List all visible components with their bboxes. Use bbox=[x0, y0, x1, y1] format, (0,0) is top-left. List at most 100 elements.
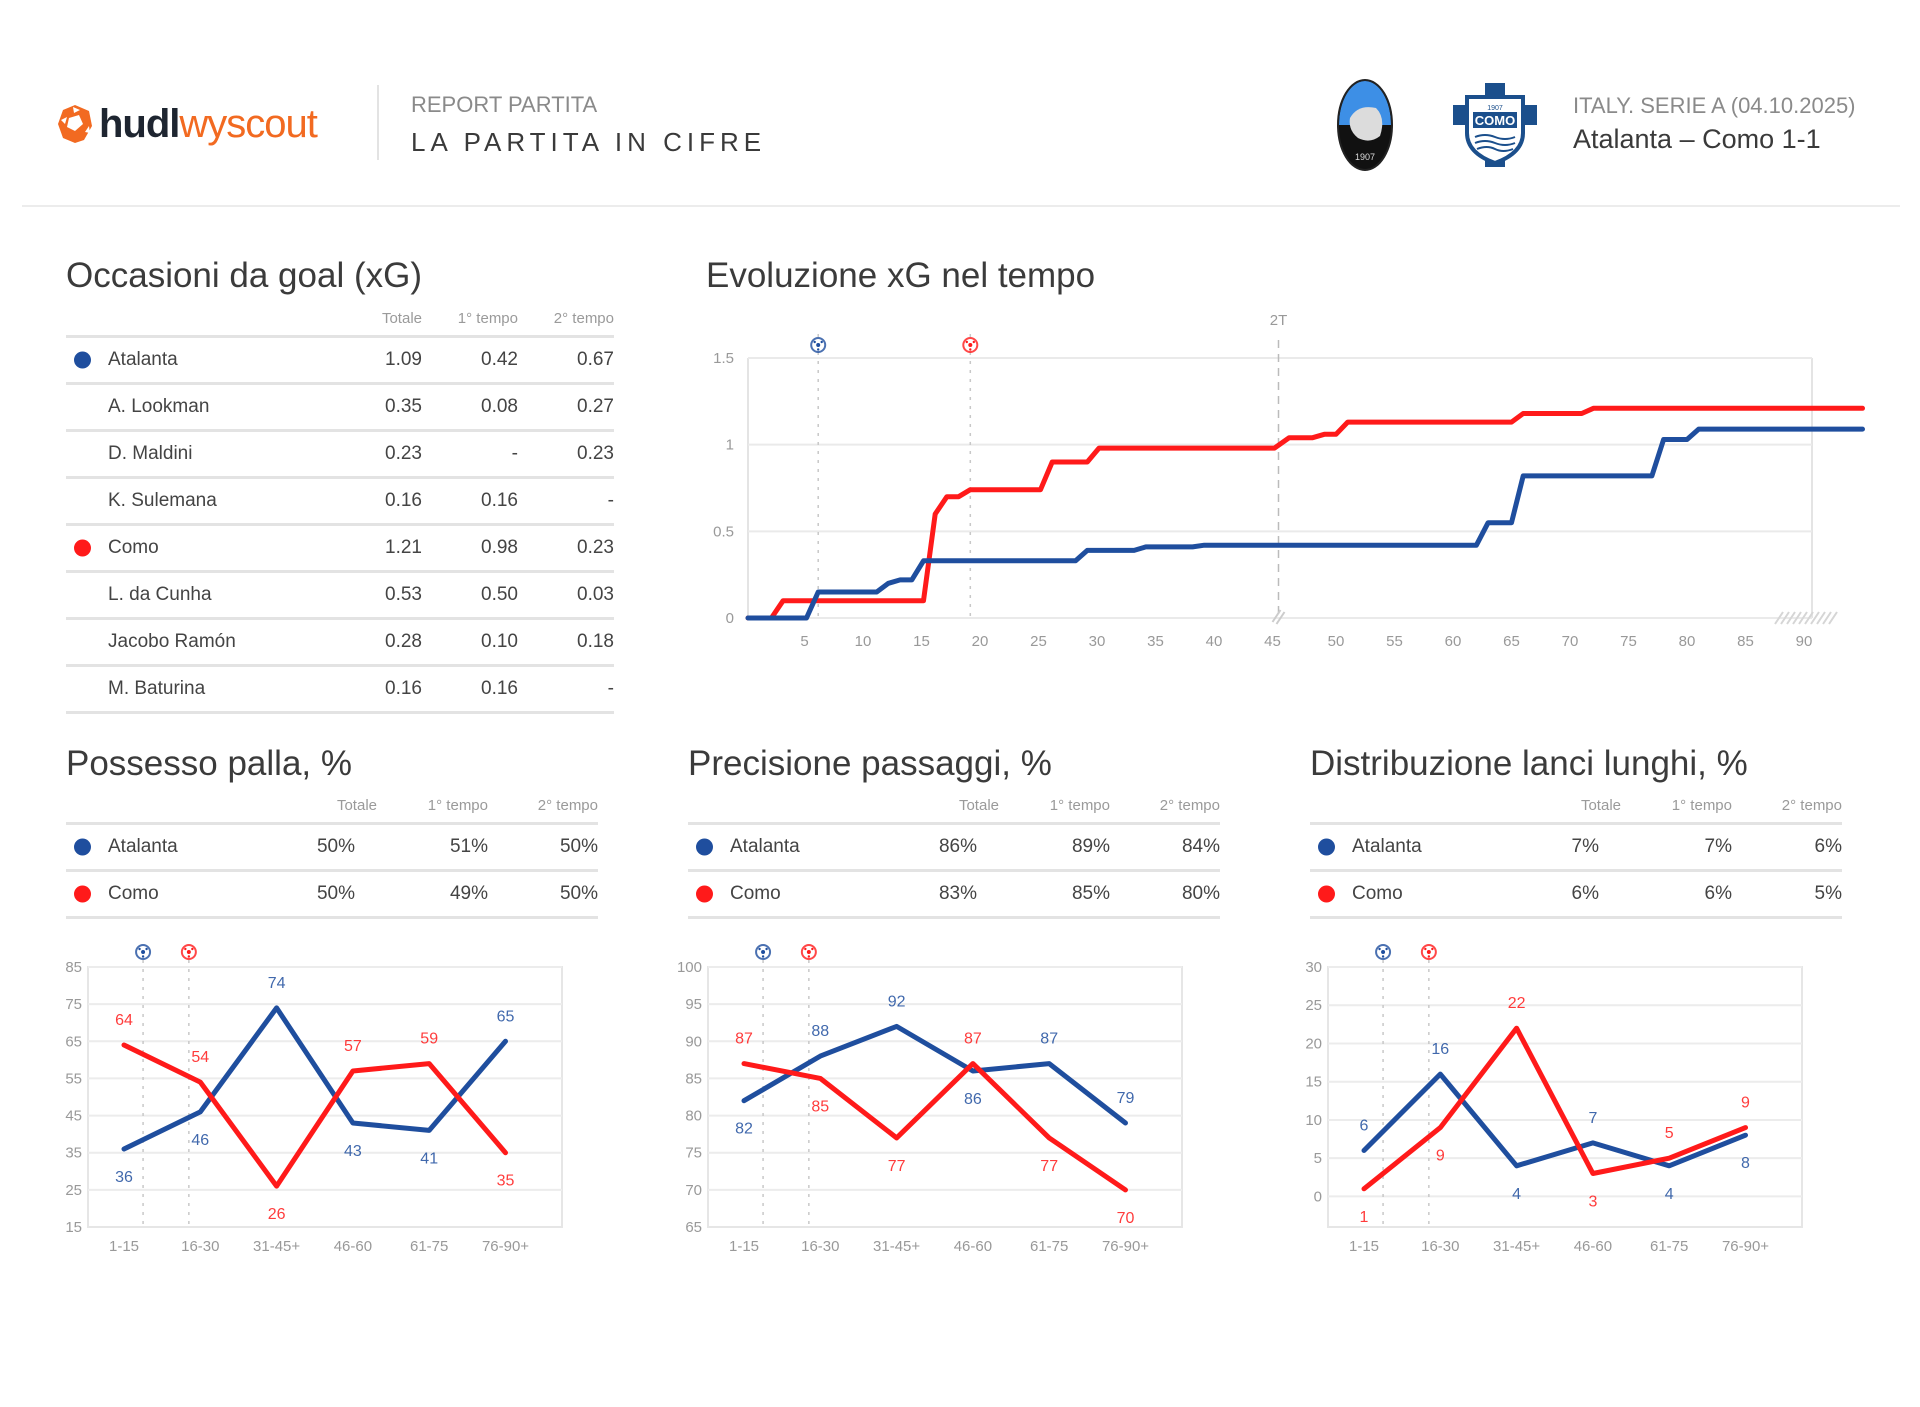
atalanta-data-label: 4 bbox=[1665, 1186, 1674, 1203]
value-h1: 6% bbox=[1621, 870, 1732, 919]
col-first-half: 1° tempo bbox=[422, 310, 518, 338]
value-total: 50% bbox=[266, 823, 377, 872]
x-tick-label: 70 bbox=[1562, 633, 1579, 650]
x-tick-label: 60 bbox=[1445, 633, 1462, 650]
hudl-logo-icon bbox=[58, 105, 92, 143]
y-tick-label: 15 bbox=[65, 1219, 82, 1236]
y-tick-label: 1.5 bbox=[713, 350, 734, 367]
value-h1: 0.50 bbox=[422, 571, 518, 620]
team-row: Como 50% 49% 50% bbox=[66, 870, 598, 919]
como-data-label: 54 bbox=[191, 1049, 209, 1066]
row-label: M. Baturina bbox=[108, 678, 206, 699]
player-row: Jacobo Ramón 0.28 0.10 0.18 bbox=[66, 618, 614, 667]
row-name: K. Sulemana bbox=[66, 477, 326, 526]
atalanta-color-dot bbox=[74, 838, 91, 856]
y-tick-label: 95 bbox=[685, 996, 702, 1013]
atalanta-data-label: 86 bbox=[964, 1091, 982, 1108]
report-subtitle: REPORT PARTITA bbox=[411, 92, 598, 117]
y-tick-label: 10 bbox=[1305, 1112, 1322, 1129]
x-tick-label: 16-30 bbox=[801, 1238, 839, 1255]
row-name: M. Baturina bbox=[66, 665, 326, 714]
value-total: 1.09 bbox=[326, 336, 422, 385]
atalanta-data-label: 82 bbox=[735, 1121, 753, 1138]
atalanta-goal-icon bbox=[1375, 944, 1392, 960]
como-data-label: 26 bbox=[268, 1206, 286, 1223]
como-data-label: 87 bbox=[735, 1031, 753, 1048]
player-row: K. Sulemana 0.16 0.16- bbox=[66, 477, 614, 526]
value-total: 7% bbox=[1510, 823, 1621, 872]
como-crest-text: COMO bbox=[1475, 113, 1515, 128]
row-name: Jacobo Ramón bbox=[66, 618, 326, 667]
y-tick-label: 55 bbox=[65, 1070, 82, 1087]
como-line bbox=[121, 1042, 508, 1189]
x-tick-label: 85 bbox=[1737, 633, 1754, 650]
atalanta-data-label: 87 bbox=[1040, 1031, 1058, 1048]
como-color-dot bbox=[696, 885, 713, 903]
x-tick-label: 76-90+ bbox=[482, 1238, 529, 1255]
como-goal-icon bbox=[800, 944, 817, 960]
atalanta-line bbox=[1361, 1071, 1748, 1169]
row-name: Como bbox=[66, 870, 266, 919]
x-tick-label: 90 bbox=[1796, 633, 1813, 650]
x-tick-label: 25 bbox=[1030, 633, 1047, 650]
value-h2: 5% bbox=[1732, 870, 1842, 919]
player-row: D. Maldini 0.23-0.23 bbox=[66, 430, 614, 479]
value-h2: - bbox=[518, 477, 614, 526]
x-tick-label: 76-90+ bbox=[1722, 1238, 1769, 1255]
x-tick-label: 61-75 bbox=[410, 1238, 448, 1255]
x-tick-label: 20 bbox=[972, 633, 989, 650]
x-tick-label: 30 bbox=[1089, 633, 1106, 650]
y-tick-label: 85 bbox=[65, 959, 82, 976]
col-first-half: 1° tempo bbox=[1621, 797, 1732, 825]
y-tick-label: 35 bbox=[65, 1145, 82, 1162]
como-goal-icon bbox=[180, 944, 197, 960]
team-row: Atalanta 50% 51% 50% bbox=[66, 823, 598, 872]
value-h1: 0.16 bbox=[422, 665, 518, 714]
x-tick-label: 1-15 bbox=[109, 1238, 139, 1255]
row-name: Atalanta bbox=[66, 823, 266, 872]
y-tick-label: 20 bbox=[1305, 1035, 1322, 1052]
value-h2: 0.18 bbox=[518, 618, 614, 667]
y-tick-label: 1 bbox=[726, 437, 734, 454]
atalanta-data-label: 7 bbox=[1588, 1110, 1597, 1127]
row-label: Como bbox=[108, 537, 159, 558]
row-name: Atalanta bbox=[66, 336, 326, 385]
atalanta-goal-icon bbox=[755, 944, 772, 960]
y-tick-label: 30 bbox=[1305, 959, 1322, 976]
x-tick-label: 1-15 bbox=[1349, 1238, 1379, 1255]
value-h2: 50% bbox=[488, 870, 598, 919]
y-tick-label: 75 bbox=[685, 1145, 702, 1162]
match-result: Atalanta – Como 1-1 bbox=[1573, 124, 1821, 154]
header-rule bbox=[22, 205, 1900, 207]
x-tick-label: 46-60 bbox=[334, 1238, 372, 1255]
como-data-label: 70 bbox=[1117, 1210, 1135, 1227]
col-first-half: 1° tempo bbox=[999, 797, 1110, 825]
x-tick-label: 31-45+ bbox=[1493, 1238, 1540, 1255]
y-tick-label: 75 bbox=[65, 996, 82, 1013]
value-h1: 89% bbox=[999, 823, 1110, 872]
x-tick-label: 35 bbox=[1147, 633, 1164, 650]
x-tick-label: 5 bbox=[800, 633, 808, 650]
hudl-wyscout-logo: hudl wyscout bbox=[55, 100, 318, 148]
atalanta-data-label: 41 bbox=[420, 1150, 438, 1167]
como-line bbox=[1361, 1025, 1748, 1192]
row-label: Atalanta bbox=[108, 349, 178, 370]
x-tick-label: 61-75 bbox=[1650, 1238, 1688, 1255]
row-label: D. Maldini bbox=[108, 443, 193, 464]
atalanta-data-label: 65 bbox=[497, 1008, 515, 1025]
col-first-half: 1° tempo bbox=[377, 797, 488, 825]
como-data-label: 77 bbox=[888, 1158, 906, 1175]
team-row: Como 1.21 0.98 0.23 bbox=[66, 524, 614, 573]
brand-name-bold: hudl bbox=[99, 101, 180, 146]
value-h2: 0.67 bbox=[518, 336, 614, 385]
value-h2: 0.23 bbox=[518, 430, 614, 479]
passing-table-header: Totale 1° tempo 2° tempo bbox=[688, 797, 1220, 825]
longballs-table-header: Totale 1° tempo 2° tempo bbox=[1310, 797, 1842, 825]
como-data-label: 85 bbox=[811, 1098, 829, 1115]
axis-break-marker bbox=[1271, 609, 1286, 625]
value-total: 6% bbox=[1510, 870, 1621, 919]
value-total: 0.23 bbox=[326, 430, 422, 479]
como-color-dot bbox=[74, 885, 91, 903]
atalanta-line bbox=[121, 1005, 508, 1152]
